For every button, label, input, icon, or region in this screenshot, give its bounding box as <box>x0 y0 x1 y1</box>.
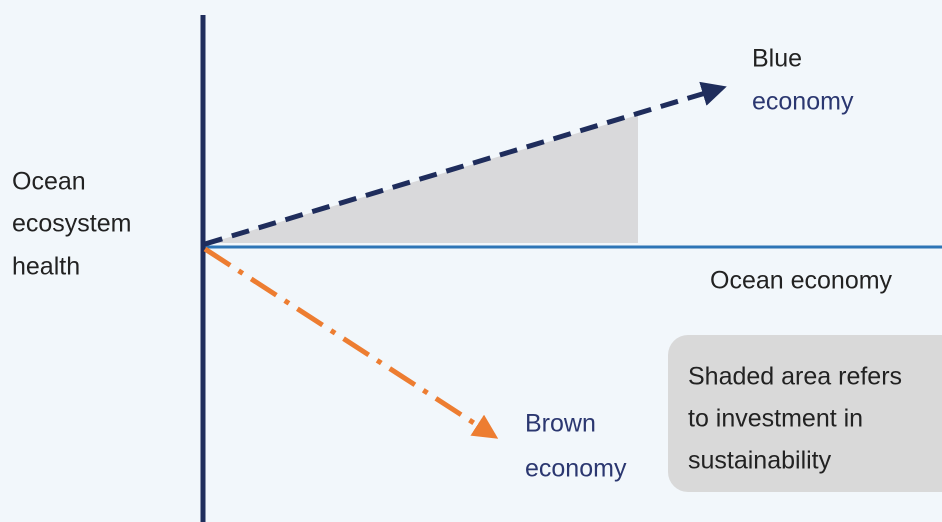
brown-economy-label: economy <box>525 455 627 483</box>
blue-economy-label: Blue <box>752 45 802 73</box>
note-text: to investment in <box>688 405 863 433</box>
y-axis-label: health <box>12 253 80 281</box>
brown-economy-arrow <box>203 246 499 439</box>
x-axis-label: Ocean economy <box>710 267 893 295</box>
blue-economy-arrow <box>204 81 727 247</box>
note-text: Shaded area refers <box>688 363 902 391</box>
y-axis-label: ecosystem <box>12 210 131 238</box>
blue-economy-label: economy <box>752 88 854 116</box>
brown-economy-label: Brown <box>525 410 596 438</box>
note-text: sustainability <box>688 447 832 475</box>
y-axis-label: Ocean <box>12 168 86 196</box>
note-box <box>668 335 942 492</box>
